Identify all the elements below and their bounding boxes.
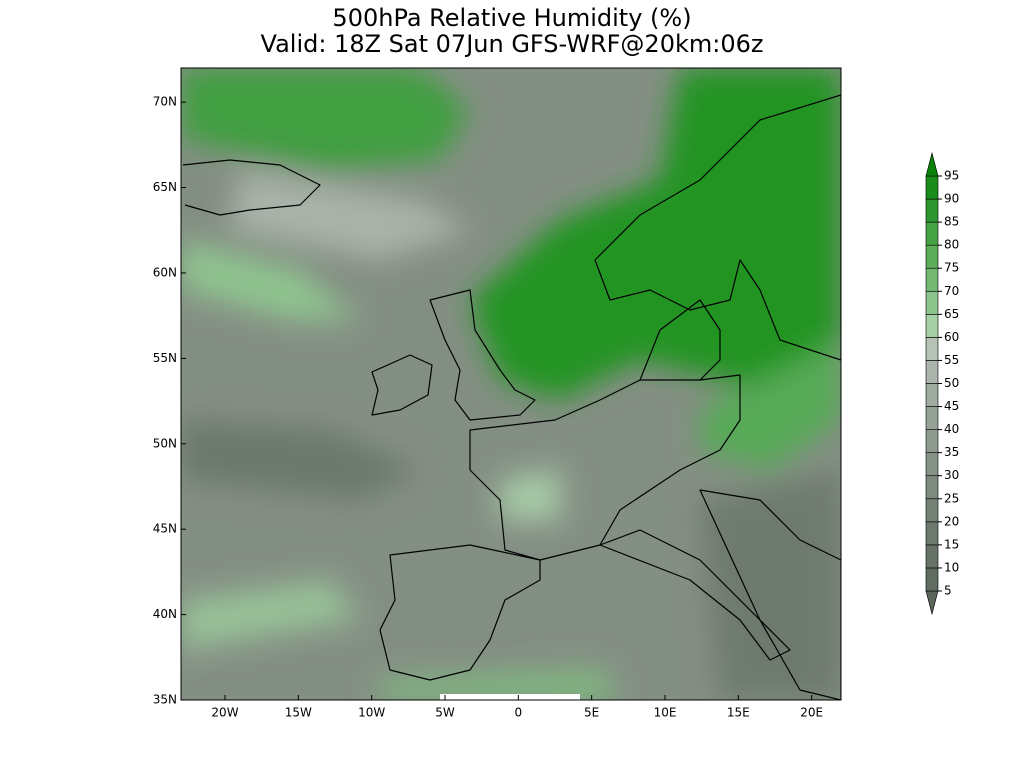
colorbar-band	[925, 475, 939, 500]
y-tick-label: 55N	[153, 351, 177, 365]
colorbar-band	[925, 221, 939, 246]
colorbar-triangle	[925, 590, 939, 616]
x-tick-label: 5E	[584, 706, 599, 720]
colorbar-band	[925, 498, 939, 523]
colorbar-triangle	[925, 151, 939, 177]
colorbar-band	[925, 290, 939, 315]
y-tick-label: 50N	[153, 436, 177, 450]
colorbar-band	[925, 452, 939, 477]
x-tick-label: 5W	[435, 706, 455, 720]
humidity-field	[181, 68, 841, 700]
colorbar-band	[925, 406, 939, 430]
colorbar-band	[925, 521, 939, 546]
title: 500hPa Relative Humidity (%)	[332, 4, 691, 32]
map-frame	[180, 67, 842, 701]
x-tick-label: 20W	[211, 706, 238, 720]
y-tick-label: 70N	[153, 95, 177, 109]
colorbar-label: 80	[944, 238, 959, 252]
x-tick-label: 20E	[800, 706, 823, 720]
colorbar-label: 55	[944, 353, 959, 367]
colorbar-band	[925, 314, 939, 338]
colorbar-label: 85	[944, 215, 959, 229]
x-tick-label: 0	[515, 706, 523, 720]
x-tick-label: 10W	[358, 706, 385, 720]
colorbar-label: 40	[944, 422, 959, 436]
colorbar-label: 25	[944, 491, 959, 505]
colorbar-label: 30	[944, 468, 959, 482]
colorbar-label: 5	[944, 584, 952, 598]
y-tick-label: 40N	[153, 607, 177, 621]
coastlines	[182, 94, 841, 700]
colorbar-label: 90	[944, 192, 959, 206]
colorbar-band	[925, 267, 939, 292]
colorbar-label: 75	[944, 261, 959, 275]
subtitle: Valid: 18Z Sat 07Jun GFS-WRF@20km:06z	[261, 30, 764, 58]
colorbar-band	[925, 567, 939, 592]
colorbar-band	[925, 198, 939, 223]
colorbar-band	[925, 360, 939, 384]
x-tick-label: 15W	[285, 706, 312, 720]
colorbar-band	[925, 544, 939, 569]
colorbar-band	[925, 429, 939, 453]
x-tick-label: 10E	[654, 706, 677, 720]
colorbar-label: 95	[944, 169, 959, 183]
colorbar-band	[925, 383, 939, 407]
colorbar-label: 20	[944, 514, 959, 528]
colorbar-label: 70	[944, 284, 959, 298]
x-tick-label: 15E	[727, 706, 750, 720]
y-tick-label: 35N	[153, 693, 177, 707]
colorbar-label: 10	[944, 560, 959, 574]
colorbar-band	[925, 337, 939, 361]
colorbar-label: 60	[944, 330, 959, 344]
colorbar-label: 50	[944, 376, 959, 390]
colorbar-label: 15	[944, 537, 959, 551]
y-tick-label: 60N	[153, 265, 177, 279]
colorbar-band	[925, 175, 939, 200]
colorbar-label: 65	[944, 307, 959, 321]
y-tick-label: 65N	[153, 180, 177, 194]
colorbar-label: 45	[944, 399, 959, 413]
colorbar-band	[925, 244, 939, 269]
y-tick-label: 45N	[153, 522, 177, 536]
colorbar-label: 35	[944, 445, 959, 459]
